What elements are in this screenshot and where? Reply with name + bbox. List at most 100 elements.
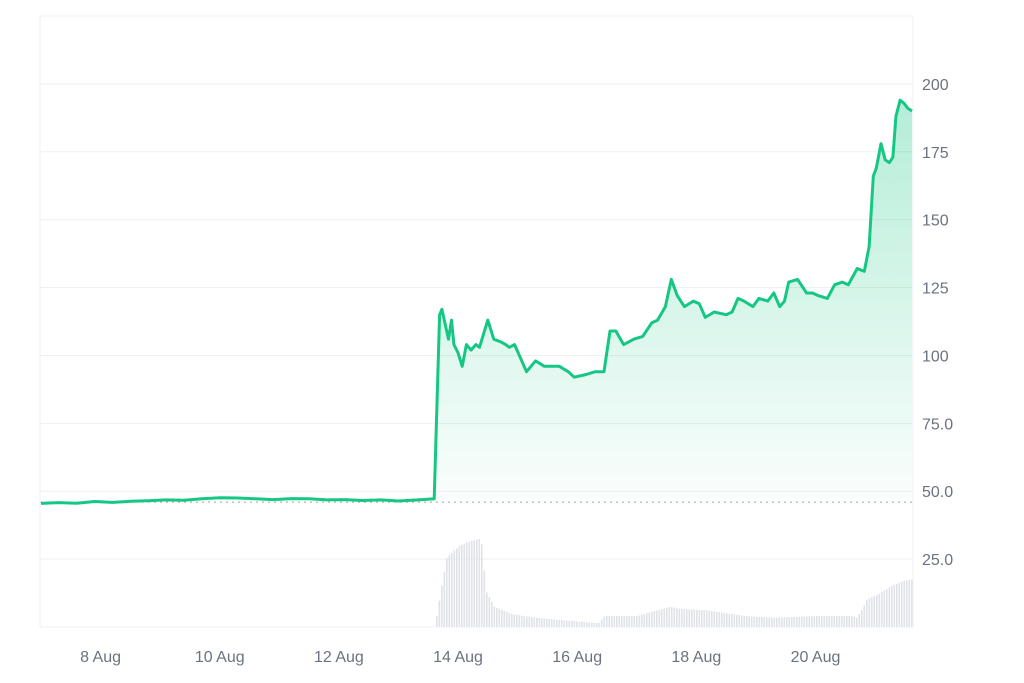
y-tick-label: 175 bbox=[922, 145, 949, 162]
volume-bar bbox=[801, 616, 803, 627]
volume-bar bbox=[586, 622, 588, 627]
volume-bar bbox=[768, 617, 771, 627]
volume-bar bbox=[828, 616, 831, 627]
volume-bar bbox=[741, 615, 743, 627]
volume-bar bbox=[761, 617, 763, 627]
y-tick-label: 100 bbox=[922, 348, 949, 365]
volume-bar bbox=[731, 614, 733, 627]
volume-bar bbox=[633, 616, 636, 627]
volume-bar bbox=[873, 596, 876, 627]
price-line bbox=[40, 98, 913, 505]
volume-bar bbox=[461, 544, 463, 627]
volume-bar bbox=[458, 546, 461, 627]
volume-bar bbox=[813, 616, 816, 627]
volume-bar bbox=[488, 597, 491, 627]
volume-bar bbox=[516, 614, 518, 627]
volume-bar bbox=[881, 592, 883, 627]
volume-bar bbox=[638, 615, 641, 627]
volume-bar bbox=[701, 610, 703, 627]
volume-bar bbox=[838, 616, 841, 627]
volume-bar bbox=[756, 616, 758, 627]
volume-bar bbox=[786, 617, 788, 627]
volume-bar bbox=[548, 618, 551, 627]
volume-bar bbox=[781, 617, 783, 627]
volume-bar bbox=[571, 620, 573, 627]
volume-bar bbox=[693, 609, 696, 627]
volume-bar bbox=[578, 621, 581, 627]
y-axis: 25.0 50.0 75.0 100 125 150 175 200 bbox=[922, 77, 953, 569]
volume-bar bbox=[826, 616, 828, 627]
volume-bar bbox=[726, 613, 728, 627]
volume-bar bbox=[533, 617, 536, 627]
volume-bar bbox=[561, 620, 563, 627]
volume-bar bbox=[608, 616, 611, 627]
volume-bar bbox=[551, 619, 553, 627]
volume-bar bbox=[908, 579, 911, 627]
volume-bar bbox=[816, 616, 818, 627]
volume-bar bbox=[861, 610, 863, 627]
volume-bar bbox=[593, 622, 596, 627]
volume-bar bbox=[643, 613, 646, 627]
volume-bar bbox=[563, 620, 566, 627]
volume-bar bbox=[553, 619, 556, 627]
volume-bar bbox=[473, 540, 476, 627]
volume-bar bbox=[871, 597, 873, 627]
volume-bar bbox=[663, 608, 666, 627]
volume-bar bbox=[721, 612, 723, 627]
volume-bar bbox=[621, 616, 623, 627]
volume-bar bbox=[843, 616, 846, 627]
volume-bar bbox=[856, 617, 858, 627]
volume-bar bbox=[883, 590, 886, 627]
volume-bar bbox=[863, 605, 866, 627]
volume-bar bbox=[591, 622, 593, 627]
volume-bar bbox=[566, 620, 568, 627]
x-tick-label: 16 Aug bbox=[552, 649, 602, 666]
volume-bar bbox=[823, 616, 826, 627]
y-tick-label: 75.0 bbox=[922, 416, 953, 433]
volume-bar bbox=[541, 618, 543, 627]
volume-bar bbox=[491, 601, 493, 627]
volume-bar bbox=[896, 583, 898, 627]
volume-bar bbox=[451, 552, 453, 627]
volume-bar bbox=[558, 619, 561, 627]
volume-bar bbox=[603, 616, 606, 627]
volume-bar bbox=[531, 617, 533, 627]
volume-bar bbox=[803, 616, 806, 627]
volume-bar bbox=[831, 616, 833, 627]
x-tick-label: 8 Aug bbox=[80, 649, 121, 666]
volume-bar bbox=[501, 609, 503, 627]
volume-bar bbox=[486, 592, 488, 627]
volume-bar bbox=[448, 555, 451, 627]
x-tick-label: 14 Aug bbox=[433, 649, 483, 666]
volume-bar bbox=[438, 600, 441, 627]
volume-bar bbox=[903, 580, 906, 627]
volume-bar bbox=[671, 607, 673, 627]
volume-bar bbox=[518, 615, 521, 627]
volume-bar bbox=[806, 616, 808, 627]
volume-bar bbox=[751, 616, 753, 627]
volume-bar bbox=[791, 617, 793, 627]
volume-bar bbox=[763, 617, 766, 627]
y-tick-label: 25.0 bbox=[922, 552, 953, 569]
volume-bar bbox=[508, 612, 511, 627]
volume-bar bbox=[656, 610, 658, 627]
volume-bar bbox=[568, 620, 571, 627]
volume-bar bbox=[441, 585, 443, 627]
volume-bar bbox=[596, 623, 598, 627]
volume-bar bbox=[748, 616, 751, 627]
volume-bar bbox=[683, 608, 686, 627]
volume-bar bbox=[471, 540, 473, 627]
volume-bar bbox=[906, 580, 908, 627]
volume-bar bbox=[506, 611, 508, 627]
volume-bar bbox=[456, 548, 458, 627]
volume-bar bbox=[613, 616, 616, 627]
volume-bar bbox=[631, 616, 633, 627]
volume-bar bbox=[668, 607, 671, 627]
volume-bar bbox=[753, 616, 756, 627]
volume-bar bbox=[626, 616, 628, 627]
volume-bar bbox=[811, 616, 813, 627]
volume-bar bbox=[493, 606, 496, 627]
volume-bar bbox=[661, 609, 663, 627]
x-tick-label: 20 Aug bbox=[791, 649, 841, 666]
y-tick-label: 50.0 bbox=[922, 484, 953, 501]
